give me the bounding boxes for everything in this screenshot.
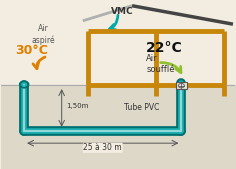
Bar — [176, 82, 186, 89]
Text: 30°C: 30°C — [15, 44, 48, 57]
Text: 25 à 30 m: 25 à 30 m — [84, 143, 122, 152]
Text: Tube PVC: Tube PVC — [124, 103, 159, 112]
Text: VMC: VMC — [111, 7, 134, 16]
Text: 22°C: 22°C — [146, 41, 183, 55]
Text: Air
soufflé: Air soufflé — [146, 54, 175, 74]
Text: 1,50m: 1,50m — [66, 103, 89, 109]
Text: Air
aspiré: Air aspiré — [31, 24, 55, 45]
